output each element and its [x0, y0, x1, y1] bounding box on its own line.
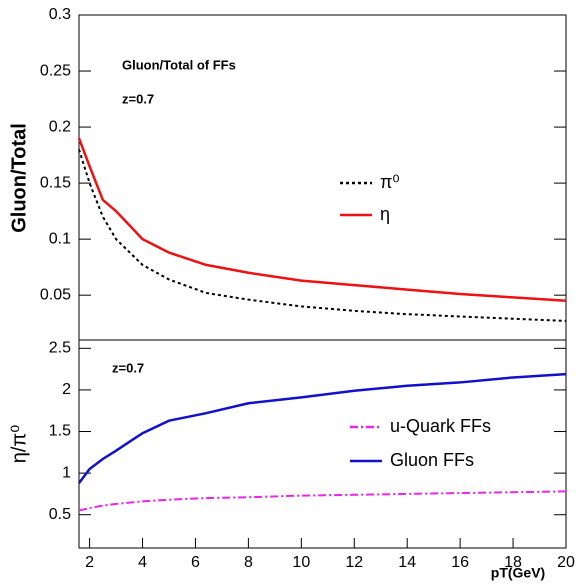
legend-label: η [380, 204, 390, 224]
y-axis-label: Gluon/Total [8, 123, 30, 233]
x-tick-label: 6 [191, 554, 200, 571]
series-line [77, 372, 567, 484]
series-line [78, 149, 567, 322]
series-line [78, 490, 567, 512]
legend-label: u-Quark FFs [390, 416, 491, 436]
x-tick-label: 12 [345, 554, 363, 571]
x-tick-label: 16 [451, 554, 469, 571]
bottom-frame [78, 339, 567, 549]
y-tick-label: 2 [62, 381, 71, 398]
y-tick-label: 1.5 [49, 423, 71, 440]
y-tick-label: 0.1 [49, 230, 71, 247]
x-tick-label: 8 [244, 554, 253, 571]
y-tick-label: 0.05 [40, 286, 71, 303]
y-tick-label: 0.15 [40, 174, 71, 191]
y-tick-label: 0.5 [49, 506, 71, 523]
y-axis-label: η/π⁰ [8, 425, 30, 464]
x-axis-label: pT(GeV) [491, 565, 545, 581]
y-tick-label: 0.25 [40, 62, 71, 79]
y-tick-label: 0.2 [49, 118, 71, 135]
series-line [77, 137, 567, 303]
x-tick-label: 2 [85, 554, 94, 571]
x-tick-label: 20 [557, 554, 575, 571]
legend-label: π⁰ [380, 172, 400, 192]
annotation: z=0.7 [122, 91, 154, 106]
x-tick-label: 10 [292, 554, 310, 571]
legend-label: Gluon FFs [390, 450, 474, 470]
y-tick-label: 2.5 [49, 340, 71, 357]
annotation: z=0.7 [112, 360, 144, 375]
x-tick-label: 4 [138, 554, 147, 571]
y-tick-label: 0.3 [49, 6, 71, 23]
x-tick-label: 14 [398, 554, 416, 571]
y-tick-label: 1 [62, 464, 71, 481]
annotation: Gluon/Total of FFs [122, 57, 236, 72]
x-tick-label: 18 [504, 554, 522, 571]
